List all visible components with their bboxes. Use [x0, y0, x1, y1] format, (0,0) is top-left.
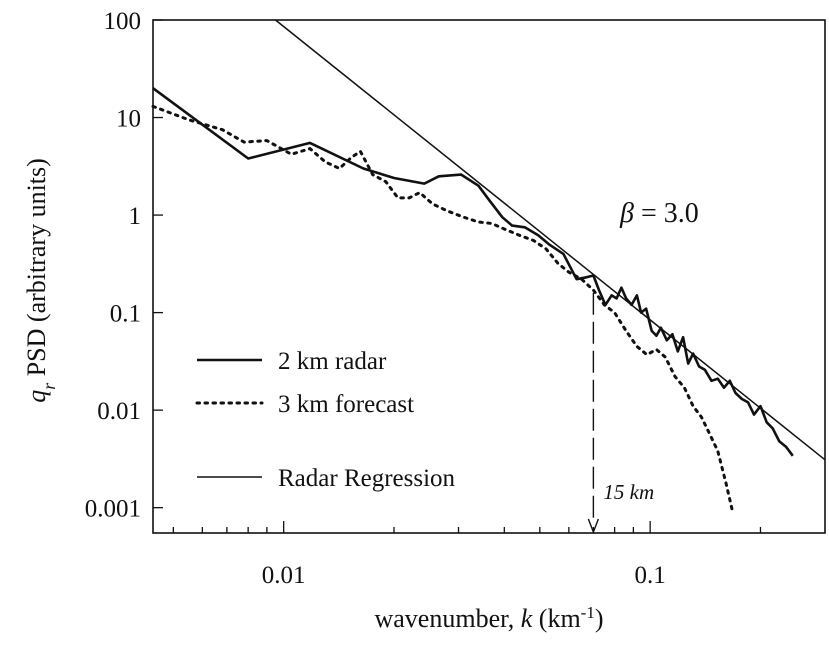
- legend-label: 2 km radar: [278, 348, 387, 375]
- x-axis-ticks: 0.01 0.1: [172, 521, 762, 589]
- plot-frame: [152, 19, 826, 534]
- series-line-radar-regression: [275, 19, 826, 461]
- cutoff-arrowhead: [587, 518, 600, 534]
- y-tick-label: 1: [129, 203, 142, 230]
- beta-value: = 3.0: [634, 198, 699, 229]
- x-axis-title-unit-sup: -1: [581, 603, 595, 622]
- annotation-layer: [587, 292, 600, 534]
- y-axis-title-rest: PSD (arbitrary units): [22, 158, 51, 383]
- x-tick-label: 0.01: [262, 562, 306, 589]
- x-axis-title-var: k: [521, 604, 533, 633]
- y-tick-label: 0.001: [85, 496, 141, 523]
- y-tick-label: 10: [116, 106, 141, 133]
- x-tick-label: 0.1: [635, 562, 666, 589]
- y-axis-ticks: 100 10 1 0.1 0.01 0.001: [85, 8, 163, 523]
- plot-border: [152, 19, 826, 534]
- legend: 2 km radar 3 km forecast Radar Regression: [195, 348, 456, 492]
- series-line-2-km-radar: [152, 87, 794, 457]
- series-layer: [151, 19, 826, 514]
- beta-symbol: β: [619, 198, 634, 229]
- cutoff-annotation-label: 15 km: [603, 480, 654, 504]
- x-axis-title: wavenumber, k (km-1): [374, 603, 603, 634]
- y-tick-label: 0.1: [110, 301, 141, 328]
- y-tick-label: 0.01: [97, 398, 141, 425]
- legend-label: 3 km forecast: [278, 391, 414, 418]
- legend-label: Radar Regression: [278, 465, 456, 492]
- x-axis-title-unit-open: (km: [532, 604, 580, 633]
- y-axis-title: qr PSD (arbitrary units): [22, 158, 59, 403]
- beta-annotation: β = 3.0: [619, 198, 699, 229]
- y-axis-title-sub: r: [39, 382, 59, 390]
- y-axis-title-var: q: [22, 390, 51, 403]
- y-tick-label: 100: [104, 8, 142, 35]
- x-axis-title-unit-close: ): [595, 604, 604, 633]
- series-line-3-km-forecast: [151, 104, 735, 514]
- x-axis-title-prefix: wavenumber,: [374, 604, 520, 633]
